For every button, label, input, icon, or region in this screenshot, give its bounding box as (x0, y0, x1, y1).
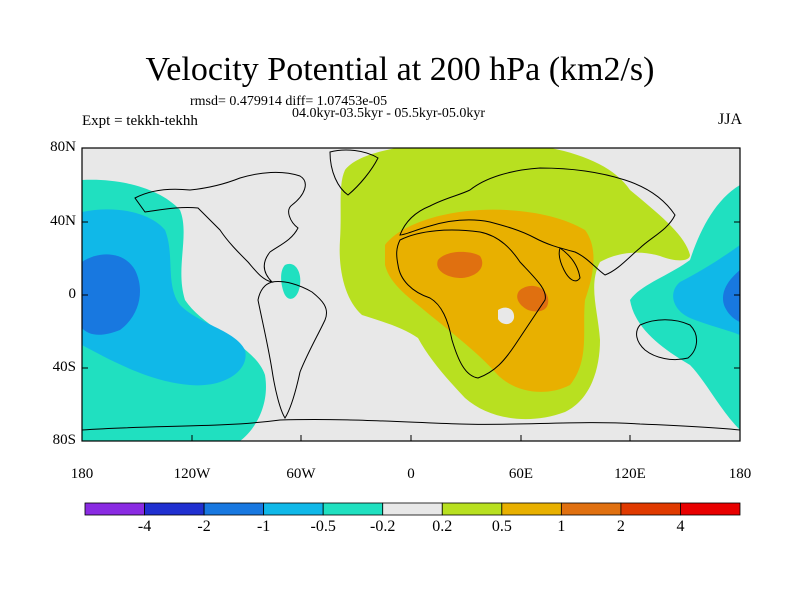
positive-core-south (517, 285, 549, 312)
colorbar-label: 1 (557, 518, 566, 535)
coast-south-america (257, 281, 327, 419)
lon-label-60e: 60E (508, 466, 534, 482)
lon-label-120e: 120E (614, 466, 646, 482)
colorbar-label: 0.2 (432, 518, 453, 535)
coast-india (558, 247, 581, 282)
colorbar-label: -2 (197, 518, 211, 535)
colorbar-label: -0.5 (310, 518, 336, 535)
positive-region-mid (385, 209, 594, 392)
colorbar-box (322, 502, 384, 516)
coast-north-america (134, 171, 306, 283)
colorbar-box (84, 502, 145, 516)
lat-label-eq: 0 (68, 286, 77, 302)
lat-label-40s: 40S (52, 359, 76, 375)
negative-region-west-mid (82, 209, 246, 386)
colorbar-box (263, 502, 324, 516)
negative-region-atlantic-small (281, 263, 301, 299)
colorbar-box (382, 502, 443, 516)
coast-australia (636, 319, 697, 361)
map-title: Velocity Potential at 200 hPa (km2/s) (145, 51, 655, 88)
contour-field (82, 148, 740, 441)
colorbar-box (144, 502, 205, 516)
coast-eurasia (399, 167, 676, 276)
colorbar-label: 4 (676, 518, 685, 535)
colorbar-label: -1 (256, 518, 271, 535)
lat-label-80s: 80S (52, 432, 76, 448)
lat-label-80n: 80N (50, 139, 76, 155)
colorbar-box (203, 502, 265, 516)
colorbar-label: 0.5 (491, 518, 512, 535)
lon-label-180e: 180 (728, 466, 752, 482)
positive-core-north (437, 251, 483, 278)
coastlines (82, 149, 740, 431)
colorbar-label: -0.2 (370, 518, 396, 535)
coast-antarctica (82, 418, 740, 431)
negative-region-east-core (722, 270, 740, 322)
lon-label-60w: 60W (286, 466, 316, 482)
colorbar-box (501, 502, 562, 516)
neutral-hole-africa (498, 307, 515, 325)
negative-region-east-mid (673, 245, 740, 335)
coast-africa (396, 229, 546, 379)
period-line: 04.0kyr-03.5kyr - 05.5kyr-05.0kyr (292, 106, 486, 121)
experiment-label: Expt = tekkh-tekhh (82, 113, 198, 129)
lon-label-0: 0 (407, 466, 415, 482)
lon-label-120w: 120W (173, 466, 211, 482)
coast-greenland (329, 149, 379, 196)
colorbar (84, 502, 741, 516)
lon-label-180w: 180 (70, 466, 94, 482)
lat-label-40n: 40N (50, 213, 76, 229)
colorbar-box (441, 502, 503, 516)
season-label: JJA (717, 111, 742, 128)
negative-region-west-core (82, 254, 140, 335)
colorbar-label: 2 (616, 518, 625, 535)
colorbar-box (680, 502, 741, 516)
axis-ticks (81, 147, 741, 442)
colorbar-label: -4 (137, 518, 152, 535)
colorbar-box (560, 502, 622, 516)
stats-line: rmsd= 0.479914 diff= 1.07453e-05 (190, 94, 388, 109)
colorbar-box (620, 502, 681, 516)
